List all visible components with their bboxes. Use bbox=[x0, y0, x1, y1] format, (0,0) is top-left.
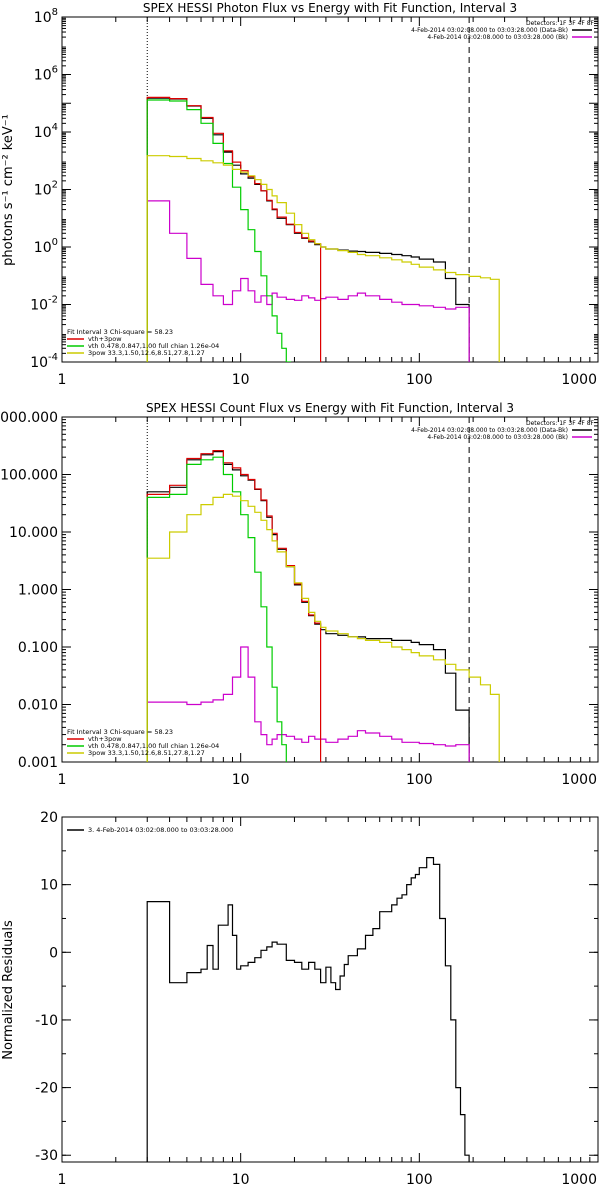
y-tick-base: 10 bbox=[34, 183, 52, 199]
y-tick-label: 108 bbox=[34, 7, 58, 26]
y-tick-exponent: -2 bbox=[48, 295, 58, 306]
fit-summary: Fit Interval 3 Chi-square = 58.23 bbox=[67, 328, 173, 336]
y-tick-base: 10 bbox=[34, 240, 52, 256]
y-tick-exponent: 2 bbox=[52, 180, 58, 191]
x-tick-label: 100 bbox=[406, 372, 433, 388]
series-line bbox=[146, 646, 470, 762]
series-line bbox=[146, 200, 470, 362]
y-tick-base: -20 bbox=[35, 1081, 58, 1097]
legend-label: 3pow 33.3,1.50,12.6,8.51,27.8,1.27 bbox=[88, 349, 205, 357]
y-tick-base: 10 bbox=[30, 355, 48, 371]
y-tick-label: -10 bbox=[35, 1013, 58, 1029]
plot-frame bbox=[61, 16, 599, 363]
y-tick-base: -10 bbox=[35, 1013, 58, 1029]
y-tick-label: -30 bbox=[35, 1148, 58, 1164]
y-tick-base: 10 bbox=[34, 125, 52, 141]
y-tick-exponent: -4 bbox=[48, 352, 58, 363]
y-tick-label: 0 bbox=[49, 945, 58, 961]
y-tick-exponent: 4 bbox=[52, 122, 58, 133]
y-tick-base: 20 bbox=[40, 810, 58, 826]
y-tick-base: 0.001 bbox=[18, 755, 58, 771]
y-tick-base: 0.010 bbox=[18, 698, 58, 714]
y-tick-base: 10 bbox=[40, 878, 58, 894]
y-tick-label: 0.010 bbox=[18, 698, 58, 714]
x-tick-label: 10 bbox=[232, 1172, 250, 1188]
interval-label-bk: 4-Feb-2014 03:02:08.000 to 03:03:28.000 … bbox=[427, 34, 568, 41]
y-tick-label: 100.000 bbox=[0, 468, 58, 484]
legend-label: 3pow 33.3,1.50,12.6,8.51,27.8,1.27 bbox=[88, 749, 205, 757]
series-line bbox=[146, 96, 322, 362]
y-tick-label: 10 bbox=[40, 878, 58, 894]
plot-frame bbox=[61, 416, 599, 763]
fit-summary: Fit Interval 3 Chi-square = 58.23 bbox=[67, 728, 173, 736]
detectors-label: Detectors: 1F 3F 4F 8F bbox=[526, 20, 595, 27]
legend-label: vth 0.478,0.847,1.00 full chian 1.26e-04 bbox=[88, 742, 219, 750]
y-tick-label: 102 bbox=[34, 180, 58, 199]
y-tick-label: 100 bbox=[34, 237, 58, 256]
series-line bbox=[146, 155, 500, 362]
y-axis-label: Normalized Residuals bbox=[1, 920, 16, 1060]
y-tick-base: 0.100 bbox=[18, 640, 58, 656]
legend-label: 3. 4-Feb-2014 03:02:08.000 to 03:03:28.0… bbox=[88, 826, 233, 834]
x-tick-label: 10 bbox=[232, 372, 250, 388]
series-line bbox=[146, 99, 292, 362]
y-tick-label: 0.001 bbox=[18, 755, 58, 771]
count-flux-panel: SPEX HESSI Count Flux vs Energy with Fit… bbox=[0, 401, 599, 788]
y-tick-label: 10-2 bbox=[30, 295, 58, 314]
y-tick-label: 10-4 bbox=[30, 352, 58, 371]
x-tick-label: 1 bbox=[58, 372, 67, 388]
detectors-label: Detectors: 1F 3F 4F 8F bbox=[526, 420, 595, 427]
series-line bbox=[146, 456, 287, 762]
y-tick-base: 10 bbox=[34, 10, 52, 26]
y-tick-base: 1000.000 bbox=[0, 410, 58, 426]
x-tick-label: 1 bbox=[58, 1172, 67, 1188]
y-tick-exponent: 6 bbox=[52, 65, 58, 76]
x-tick-label: 1000 bbox=[561, 372, 597, 388]
x-tick-label: 100 bbox=[406, 772, 433, 788]
y-tick-label: 0.100 bbox=[18, 640, 58, 656]
y-tick-label: -20 bbox=[35, 1081, 58, 1097]
y-tick-label: 1.000 bbox=[18, 583, 58, 599]
chart-title: SPEX HESSI Photon Flux vs Energy with Fi… bbox=[143, 1, 517, 15]
interval-label-bk: 4-Feb-2014 03:02:08.000 to 03:03:28.000 … bbox=[427, 434, 568, 441]
x-tick-label: 1000 bbox=[561, 772, 597, 788]
series-group bbox=[146, 857, 470, 1162]
y-tick-label: 10.000 bbox=[9, 525, 58, 541]
chart-title: SPEX HESSI Count Flux vs Energy with Fit… bbox=[146, 401, 514, 415]
plot-frame bbox=[61, 816, 599, 1163]
series-group bbox=[146, 450, 500, 762]
series-line bbox=[146, 451, 470, 762]
y-tick-base: 1.000 bbox=[18, 583, 58, 599]
interval-label-data: 4-Feb-2014 03:02:08.000 to 03:03:28.000 … bbox=[411, 427, 568, 434]
legend-label: vth 0.478,0.847,1.00 full chian 1.26e-04 bbox=[88, 342, 219, 350]
legend-label: vth+3pow bbox=[88, 335, 122, 343]
y-tick-label: 20 bbox=[40, 810, 58, 826]
series-group bbox=[146, 96, 500, 362]
residuals-panel: Normalized Residuals 1 10 100 1000-30-20-10… bbox=[1, 810, 599, 1188]
y-tick-base: 100.000 bbox=[0, 468, 58, 484]
x-tick-label: 1 bbox=[58, 772, 67, 788]
y-tick-base: 10 bbox=[30, 298, 48, 314]
y-axis-label: photons s⁻¹ cm⁻² keV⁻¹ bbox=[1, 114, 16, 266]
y-tick-base: 10 bbox=[34, 68, 52, 84]
y-tick-exponent: 8 bbox=[52, 7, 58, 18]
y-tick-label: 106 bbox=[34, 65, 58, 84]
y-tick-base: -30 bbox=[35, 1148, 58, 1164]
y-tick-exponent: 0 bbox=[52, 237, 58, 248]
y-tick-label: 1000.000 bbox=[0, 410, 58, 426]
series-line bbox=[146, 450, 322, 762]
x-tick-label: 100 bbox=[406, 1172, 433, 1188]
photon-flux-panel: SPEX HESSI Photon Flux vs Energy with Fi… bbox=[1, 1, 599, 388]
legend-label: vth+3pow bbox=[88, 735, 122, 743]
series-line bbox=[146, 857, 470, 1162]
x-tick-label: 1000 bbox=[561, 1172, 597, 1188]
x-tick-label: 10 bbox=[232, 772, 250, 788]
y-tick-base: 0 bbox=[49, 945, 58, 961]
series-line bbox=[146, 493, 500, 762]
interval-label-data: 4-Feb-2014 03:02:08.000 to 03:03:28.000 … bbox=[411, 27, 568, 34]
y-tick-base: 10.000 bbox=[9, 525, 58, 541]
y-tick-label: 104 bbox=[34, 122, 58, 141]
